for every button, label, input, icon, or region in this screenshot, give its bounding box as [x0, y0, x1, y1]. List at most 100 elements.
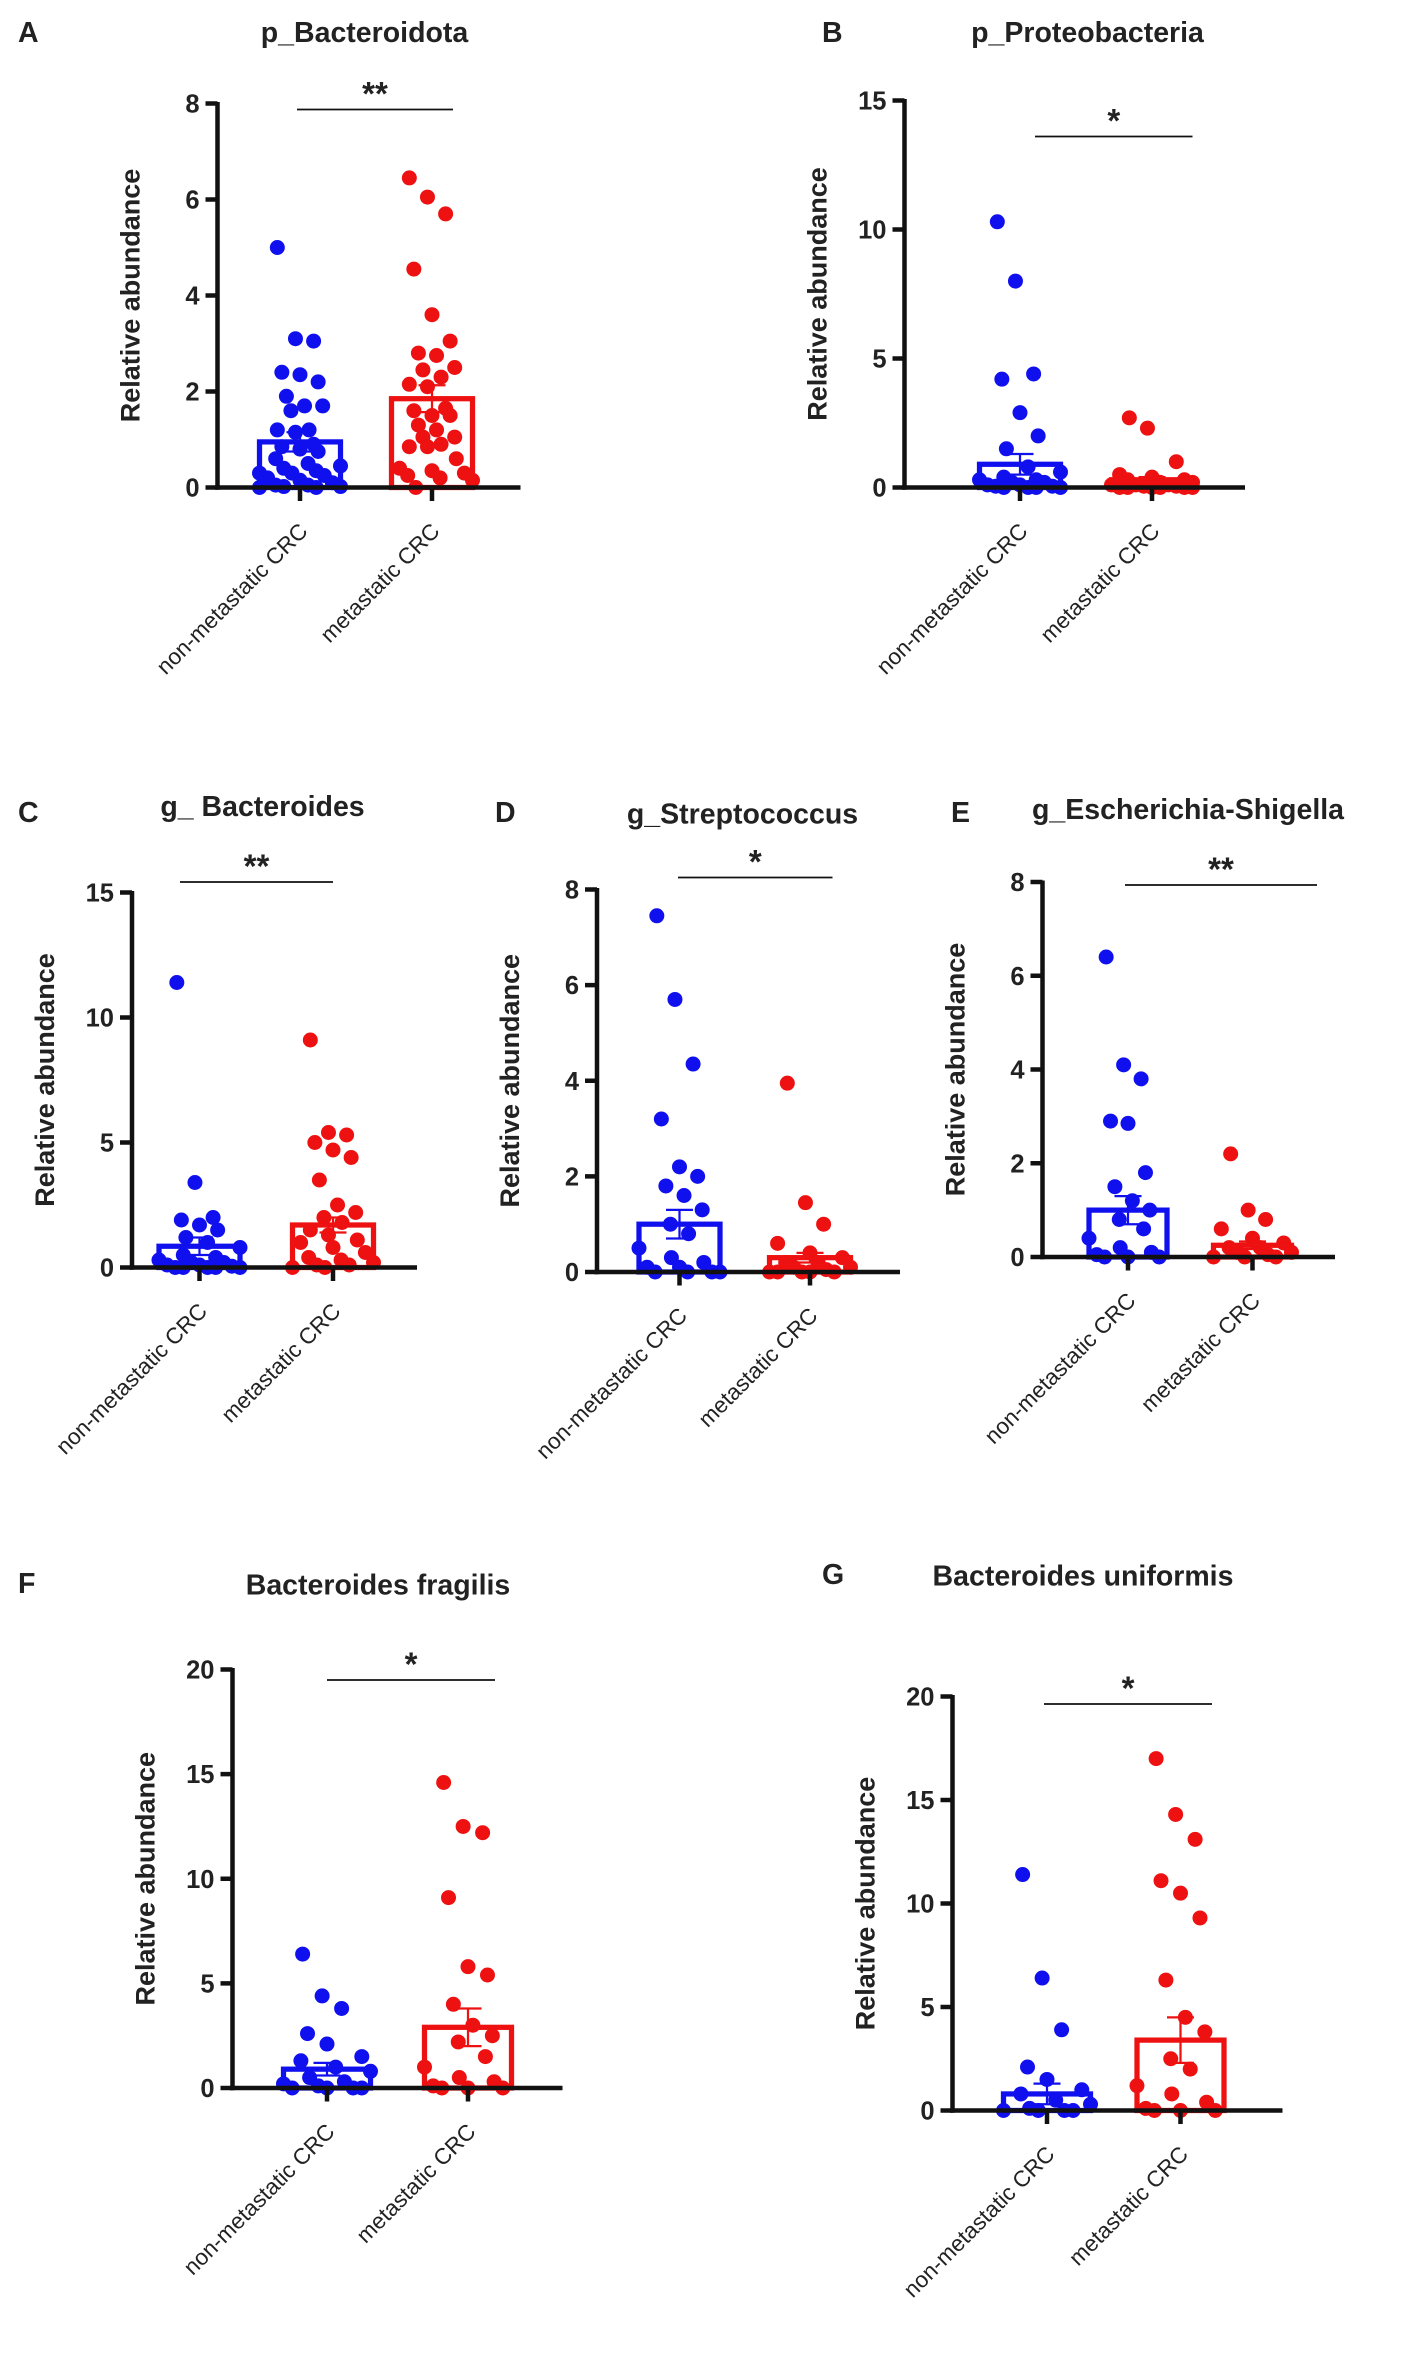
data-point: [1121, 410, 1137, 426]
x-tick-label: non-metastatic CRC: [179, 2119, 340, 2280]
data-point: [1168, 454, 1184, 470]
x-tick-label: metastatic CRC: [1064, 2141, 1193, 2270]
panel-label: D: [495, 797, 516, 829]
data-point: [455, 1818, 471, 1834]
data-point: [432, 470, 448, 486]
series-non-metastatic: [972, 214, 1068, 495]
chart-title: p_Proteobacteria: [971, 17, 1205, 49]
data-point: [187, 1175, 203, 1190]
panel-label: C: [18, 797, 39, 829]
data-point: [438, 206, 454, 222]
data-point: [460, 1959, 476, 1975]
data-point: [287, 331, 303, 347]
data-point: [169, 975, 185, 990]
x-tick-label: non-metastatic CRC: [531, 1303, 692, 1464]
data-point: [192, 1217, 207, 1233]
chart-title: p_Bacteroidota: [261, 17, 470, 49]
data-point: [178, 1230, 194, 1245]
y-tick-label: 4: [185, 283, 200, 311]
y-tick-label: 20: [186, 1657, 214, 1685]
data-point: [173, 1212, 189, 1228]
y-axis-label: Relative abundance: [803, 167, 833, 421]
data-point: [433, 436, 449, 452]
chart-title: Bacteroides uniformis: [933, 1561, 1234, 1593]
significance-marker: **: [362, 75, 388, 112]
x-tick-label: non-metastatic CRC: [980, 1288, 1141, 1449]
x-tick-label: metastatic CRC: [1136, 1288, 1265, 1417]
data-point: [441, 1890, 457, 1906]
data-point: [1137, 1165, 1153, 1181]
data-point: [477, 2049, 493, 2065]
data-point: [653, 1111, 669, 1127]
data-point: [442, 333, 458, 349]
data-point: [1153, 1873, 1169, 1889]
y-axis-label: Relative abundance: [30, 953, 60, 1207]
y-axis-label: Relative abundance: [495, 954, 525, 1208]
data-point: [448, 451, 464, 467]
data-point: [1173, 1885, 1188, 1901]
data-point: [410, 345, 426, 361]
data-point: [320, 1125, 336, 1140]
data-point: [649, 908, 665, 924]
x-tick-label: non-metastatic CRC: [152, 518, 313, 679]
data-point: [429, 348, 445, 363]
x-tick-label: metastatic CRC: [351, 2119, 480, 2248]
data-point: [779, 1075, 795, 1091]
y-tick-label: 8: [185, 91, 199, 119]
y-axis-label: Relative abundance: [851, 1777, 881, 2031]
data-point: [998, 441, 1014, 457]
data-point: [210, 1222, 226, 1238]
data-point: [293, 1235, 309, 1250]
panel-label: E: [951, 797, 970, 829]
x-tick-label: non-metastatic CRC: [872, 518, 1033, 679]
data-point: [357, 1245, 373, 1260]
chart-title: g_Escherichia-Shigella: [1032, 794, 1345, 826]
x-tick-label: non-metastatic CRC: [51, 1298, 212, 1459]
data-point: [1258, 1212, 1274, 1227]
chart-title: g_Streptococcus: [627, 799, 858, 831]
data-point: [797, 1195, 813, 1211]
data-point: [315, 398, 331, 414]
data-point: [302, 1032, 318, 1048]
series-non-metastatic: [151, 975, 248, 1275]
data-point: [354, 2049, 370, 2065]
data-point: [1168, 1806, 1184, 1822]
data-point: [314, 1988, 330, 2004]
data-point: [400, 468, 416, 483]
data-point: [1158, 1972, 1174, 1988]
data-point: [442, 408, 458, 423]
x-tick-label: metastatic CRC: [315, 518, 444, 647]
data-point: [1107, 1179, 1123, 1195]
data-point: [1192, 1910, 1208, 1926]
y-tick-label: 8: [1010, 869, 1024, 897]
significance-marker: *: [405, 1646, 418, 1683]
data-point: [348, 1205, 364, 1220]
chart-title: Bacteroides fragilis: [246, 1570, 511, 1602]
data-point: [1213, 1221, 1229, 1237]
y-axis-label: Relative abundance: [941, 943, 971, 1197]
data-point: [475, 1825, 491, 1841]
panel-g: G Bacteroides uniformis non-metastatic CRC…: [822, 1559, 1283, 2302]
y-tick-label: 0: [185, 475, 199, 503]
y-tick-label: 5: [200, 1970, 214, 1998]
series-metastatic: [285, 1032, 381, 1275]
x-tick-label: non-metastatic CRC: [899, 2141, 1060, 2302]
series-non-metastatic: [252, 240, 348, 495]
data-point: [484, 2028, 500, 2044]
y-tick-label: 15: [858, 88, 886, 116]
y-tick-label: 8: [565, 877, 579, 905]
y-tick-label: 2: [1010, 1150, 1024, 1178]
data-point: [306, 333, 322, 349]
data-point: [424, 307, 440, 323]
data-point: [1030, 428, 1046, 444]
data-point: [401, 376, 417, 392]
y-tick-label: 0: [872, 475, 886, 503]
data-point: [1197, 2024, 1213, 2040]
data-point: [770, 1235, 786, 1251]
y-tick-label: 15: [86, 880, 114, 908]
data-point: [310, 444, 326, 459]
data-point: [451, 2070, 467, 2086]
series-non-metastatic: [996, 1867, 1098, 2118]
